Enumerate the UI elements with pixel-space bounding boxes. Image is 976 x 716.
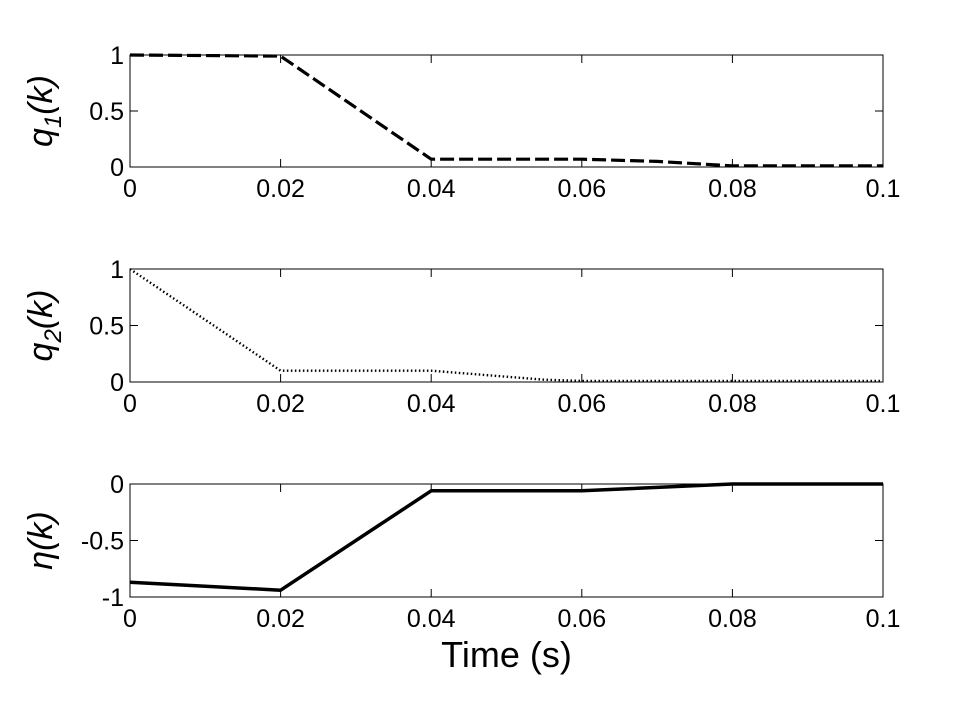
y-tick-label: 0.5: [89, 98, 124, 126]
y-label-arg: (k): [22, 511, 60, 551]
y-tick-label: 1: [110, 42, 124, 70]
series-line-dashed: [129, 53, 883, 168]
x-tick-label: 0.02: [256, 605, 305, 633]
y-axis-label: q2(k): [22, 290, 67, 362]
x-tick-label: 0.02: [256, 175, 305, 203]
subplot-3: 0 0.02 0.04 0.06 0.08 0.1 -1 -0.5 0 η(k) Time (s): [22, 471, 900, 675]
x-axis-label: Time (s): [441, 634, 572, 675]
y-axis-label: η(k): [22, 511, 60, 570]
x-tick-label: 0: [123, 175, 137, 203]
x-tick-label: 0.08: [708, 390, 757, 418]
y-label-arg: (k): [22, 290, 60, 330]
x-tick-label: 0.1: [866, 175, 901, 203]
y-axis-label: q1(k): [22, 75, 67, 147]
x-tick-label: 0.06: [557, 175, 606, 203]
y-label-subscript: 1: [40, 115, 67, 128]
x-tick-label: 0.1: [866, 390, 901, 418]
y-label-arg: (k): [22, 75, 60, 115]
y-label-subscript: 2: [40, 329, 67, 343]
y-tick-label: 0: [110, 369, 124, 397]
subplot-2: 0 0.02 0.04 0.06 0.08 0.1 0 0.5 1 q2(k): [22, 256, 900, 418]
y-label-var: q: [22, 128, 60, 147]
y-tick-label: 0.5: [89, 313, 124, 341]
series-line-solid: [129, 482, 883, 592]
y-tick-label: 0: [110, 471, 124, 499]
x-tick-label: 0.1: [866, 605, 901, 633]
x-tick-label: 0: [123, 605, 137, 633]
x-tick-label: 0.04: [407, 390, 456, 418]
x-tick-label: 0.06: [557, 390, 606, 418]
y-label-var: q: [22, 342, 60, 361]
x-tick-label: 0.02: [256, 390, 305, 418]
y-tick-label: 1: [110, 256, 124, 284]
y-tick-label: 0: [110, 154, 124, 182]
x-tick-label: 0: [123, 390, 137, 418]
y-tick-label: -1: [102, 584, 124, 612]
y-tick-label: -0.5: [81, 528, 124, 556]
y-label-var: η: [22, 551, 60, 570]
x-tick-label: 0.06: [557, 605, 606, 633]
x-tick-label: 0.08: [708, 605, 757, 633]
x-tick-label: 0.08: [708, 175, 757, 203]
x-tick-label: 0.04: [407, 605, 456, 633]
x-tick-label: 0.04: [407, 175, 456, 203]
